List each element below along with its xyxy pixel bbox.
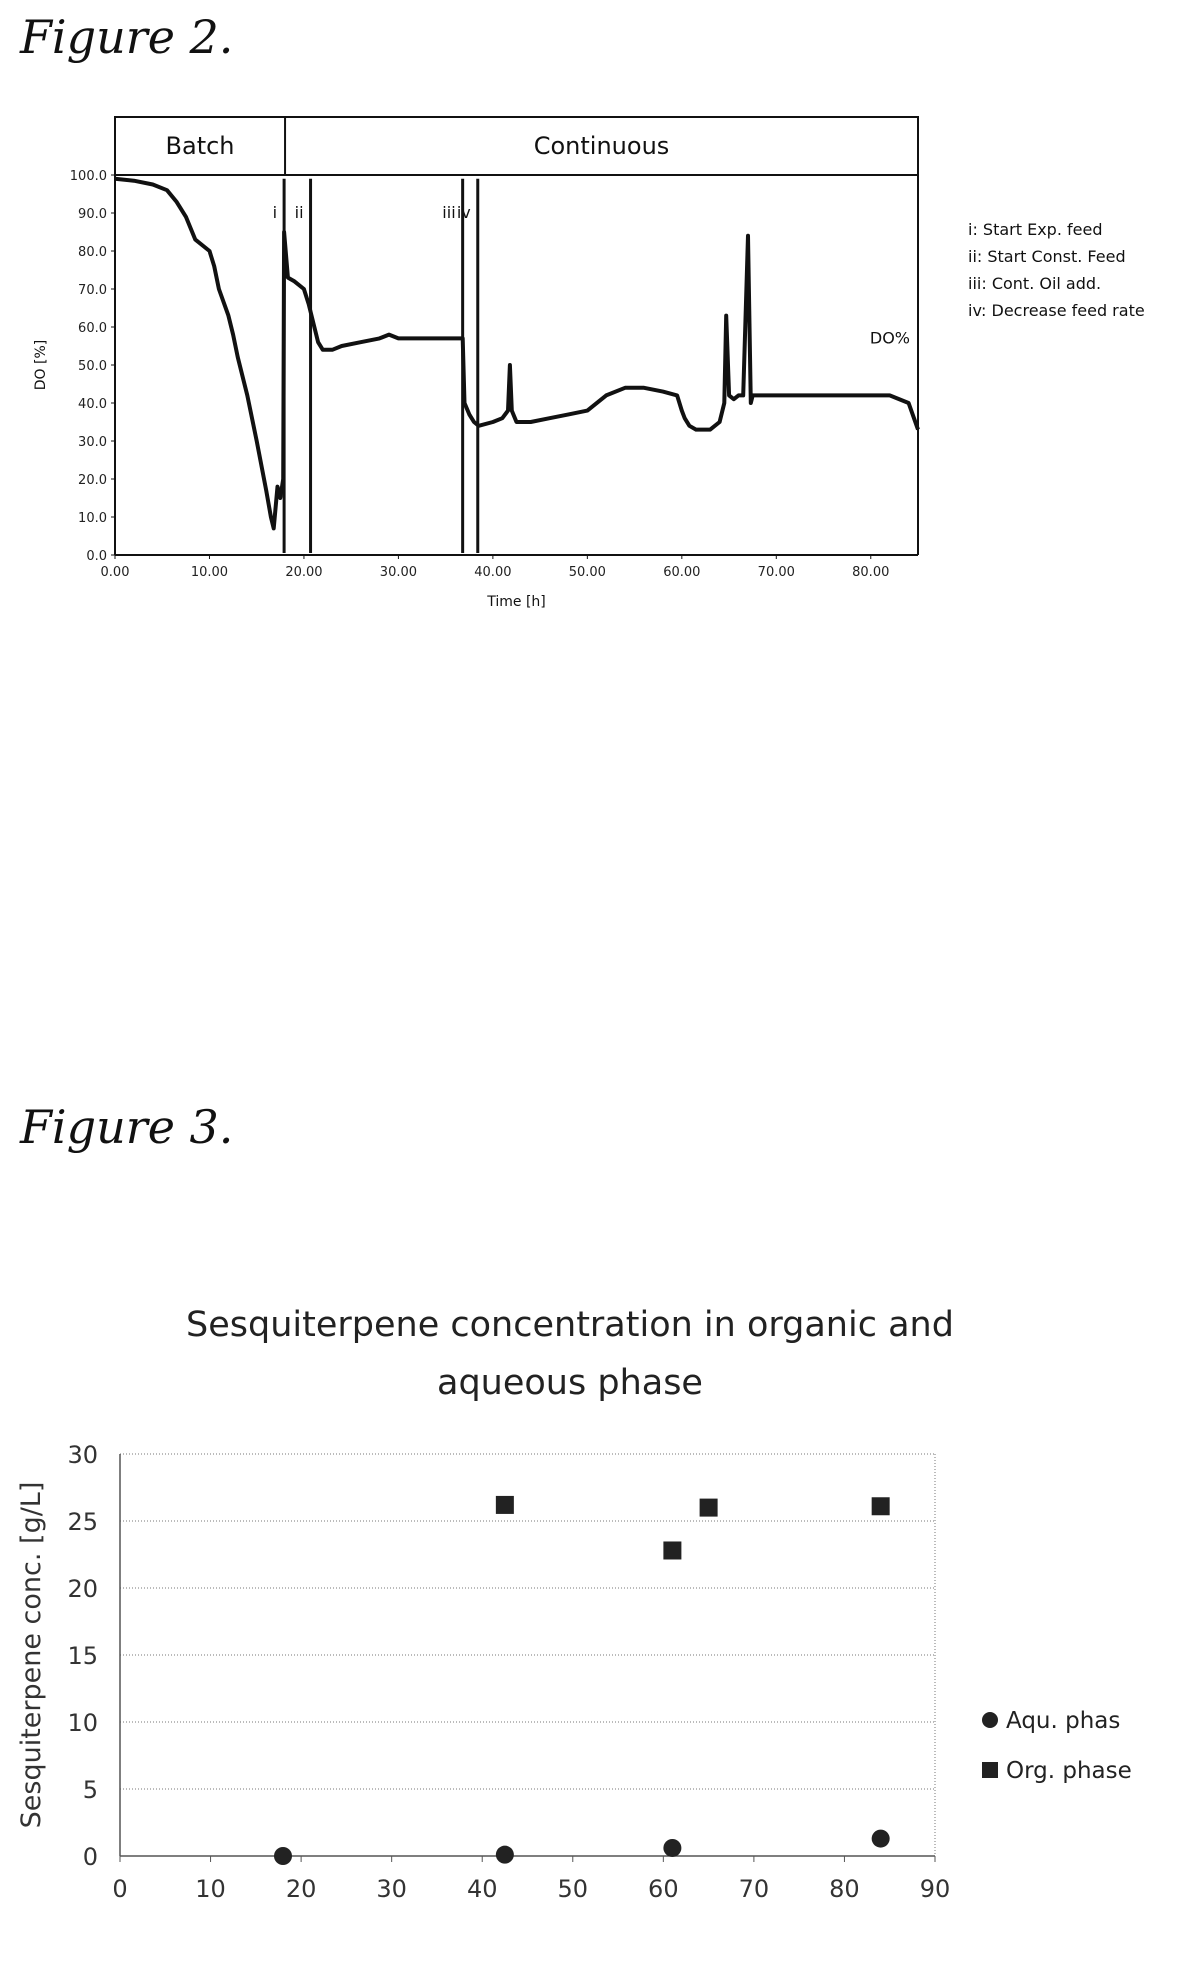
event-marker-iii: iii <box>442 203 455 222</box>
y-tick-label: 40.0 <box>78 397 107 412</box>
y-axis-title: Sesquiterpene conc. [g/L] <box>16 1482 47 1829</box>
x-axis-title: Time [h] <box>486 594 546 610</box>
event-marker-iv: iv <box>457 203 471 222</box>
aqu-phase-point <box>663 1838 682 1857</box>
y-tick-label: 70.0 <box>78 283 107 298</box>
phase-header <box>114 116 919 176</box>
x-tick-label: 10.00 <box>191 565 228 580</box>
x-tick-label: 80.00 <box>852 565 889 580</box>
y-tick-label: 30 <box>67 1441 98 1469</box>
org-phase-point <box>871 1497 890 1516</box>
x-tick-label: 60.00 <box>663 565 700 580</box>
y-tick-label: 80.0 <box>78 245 107 260</box>
legend-aqu-label: Aqu. phas <box>1006 1708 1120 1734</box>
event-legend-i: i: Start Exp. feed <box>968 220 1102 239</box>
x-tick-label: 40.00 <box>474 565 511 580</box>
x-tick-label: 10 <box>195 1875 226 1903</box>
x-tick-label: 40 <box>467 1875 498 1903</box>
aqu-phase-point <box>495 1845 514 1864</box>
event-marker-ii: ii <box>295 203 304 222</box>
x-tick-label: 0.00 <box>101 565 130 580</box>
x-tick-label: 30 <box>376 1875 407 1903</box>
figure-2-chart: Batch Continuous 0.0 10.0 20.0 30.0 40.0 50.0 60… <box>33 116 1145 610</box>
x-tick-label: 0 <box>112 1875 127 1903</box>
event-legend-ii: ii: Start Const. Feed <box>968 247 1126 266</box>
legend-org-marker <box>982 1762 998 1778</box>
event-legend-iv: iv: Decrease feed rate <box>968 301 1145 320</box>
y-tick-label: 15 <box>67 1642 98 1670</box>
y-tick-label: 60.0 <box>78 321 107 336</box>
legend-aqu-marker <box>982 1712 998 1728</box>
org-phase-point <box>699 1498 718 1517</box>
y-axis-title: DO [%] <box>33 340 49 390</box>
y-tick-label: 10.0 <box>78 511 107 526</box>
chart-title-line: aqueous phase <box>437 1363 703 1403</box>
x-tick-label: 20 <box>286 1875 317 1903</box>
aqu-phase-point <box>274 1847 292 1865</box>
x-tick-label: 70 <box>739 1875 770 1903</box>
x-tick-label: 80 <box>829 1875 860 1903</box>
phase-label-continuous: Continuous <box>534 132 670 160</box>
figure-3-label: Figure 3. <box>20 1100 234 1154</box>
y-tick-label: 0 <box>83 1843 98 1871</box>
x-tick-label: 30.00 <box>380 565 417 580</box>
y-tick-label: 90.0 <box>78 207 107 222</box>
figure-3-chart: Sesquiterpene concentration in organic a… <box>16 1305 1132 1903</box>
do-series-label: DO% <box>870 328 910 347</box>
event-marker-i: i <box>273 203 277 222</box>
x-tick-label: 50 <box>558 1875 589 1903</box>
y-tick-label: 30.0 <box>78 435 107 450</box>
x-tick-label: 70.00 <box>758 565 795 580</box>
org-phase-point <box>663 1541 682 1560</box>
y-tick-label: 5 <box>83 1776 98 1804</box>
org-phase-point <box>495 1495 514 1514</box>
figure-2-label: Figure 2. <box>20 10 234 64</box>
y-tick-label: 20 <box>67 1575 98 1603</box>
phase-label-batch: Batch <box>166 132 235 160</box>
chart-title-line: Sesquiterpene concentration in organic a… <box>186 1305 954 1345</box>
aqu-phase-point <box>871 1829 890 1848</box>
x-tick-label: 60 <box>648 1875 679 1903</box>
x-tick-label: 20.00 <box>285 565 322 580</box>
y-tick-label: 25 <box>67 1508 98 1536</box>
x-tick-label: 90 <box>920 1875 951 1903</box>
y-tick-label: 50.0 <box>78 359 107 374</box>
y-tick-label: 100.0 <box>70 169 107 184</box>
y-tick-label: 0.0 <box>86 549 107 564</box>
y-tick-label: 20.0 <box>78 473 107 488</box>
y-tick-label: 10 <box>67 1709 98 1737</box>
event-legend-iii: iii: Cont. Oil add. <box>968 274 1101 293</box>
do-series-line <box>114 176 920 531</box>
x-tick-label: 50.00 <box>569 565 606 580</box>
legend-org-label: Org. phase <box>1006 1758 1132 1784</box>
